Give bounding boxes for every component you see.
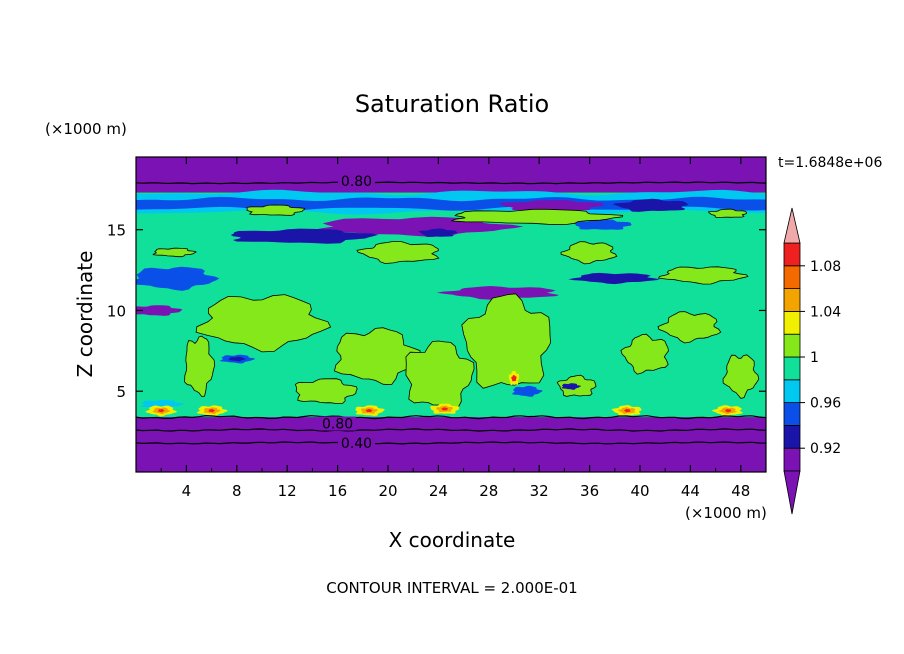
contour-line-080-bottom <box>136 428 766 432</box>
colorbar-tick-label: 1 <box>810 350 819 366</box>
contour-line-080-top <box>136 181 766 185</box>
x-tick-label: 40 <box>630 482 649 500</box>
field-layer <box>136 417 766 472</box>
upper-blue-band <box>136 196 766 211</box>
lime-patch <box>152 247 197 258</box>
chart-title: Saturation Ratio <box>355 90 549 118</box>
x-tick-label: 8 <box>232 482 242 500</box>
x-tick-label: 16 <box>328 482 347 500</box>
contour-labels: 0.80 0.80 0.40 <box>319 174 376 452</box>
contour-interval-note: CONTOUR INTERVAL = 2.000E-01 <box>326 579 577 597</box>
colorbar-segment <box>783 333 801 358</box>
colorbar-tick-label: 0.92 <box>810 441 841 457</box>
lime-region <box>620 333 669 375</box>
colorbar-segment <box>783 402 801 426</box>
x-tick-label: 44 <box>681 482 700 500</box>
contour-label: 0.40 <box>341 436 372 452</box>
contour-line-040 <box>136 441 766 445</box>
lime-patch <box>356 241 440 264</box>
colorbar-segment <box>783 288 801 312</box>
colorbar-tick-label: 1.08 <box>810 259 841 275</box>
lime-region <box>657 311 722 344</box>
x-tick-label: 24 <box>429 482 448 500</box>
upper-streak <box>436 286 559 300</box>
blue-pocket <box>561 383 581 390</box>
y-tick-label: 15 <box>107 222 126 240</box>
lime-region <box>722 354 760 399</box>
colorbar-segment <box>783 265 801 289</box>
x-tick-label: 4 <box>182 482 192 500</box>
upper-streak <box>418 228 458 237</box>
colorbar-over-arrow <box>783 207 801 244</box>
contour-line-surface <box>136 414 766 420</box>
contour-label-bg <box>319 416 357 431</box>
colorbar-under-arrow <box>783 470 801 515</box>
colorbar-segment <box>783 310 801 335</box>
lime-region <box>184 335 216 397</box>
x-tick-label: 48 <box>731 482 750 500</box>
surface-spot <box>441 407 448 411</box>
field-layer <box>136 157 766 193</box>
colorbar-segment <box>783 242 801 267</box>
upper-streak <box>499 200 605 211</box>
colorbar-segment <box>783 379 801 403</box>
contour-label-bg <box>337 174 376 189</box>
colorbar-segment <box>783 424 801 449</box>
x-tick-label: 36 <box>580 482 599 500</box>
surface-spot <box>511 375 517 382</box>
x-tick-label: 32 <box>530 482 549 500</box>
y-tick-label: 10 <box>107 302 126 320</box>
lime-region <box>461 293 552 389</box>
x-unit-label: (×1000 m) <box>685 504 767 522</box>
y-axis-label: Z coordinate <box>73 251 97 378</box>
upper-streak <box>230 228 379 244</box>
lime-patch <box>246 204 306 216</box>
colorbar: 0.92 0.96 1 1.04 1.08 <box>783 207 841 515</box>
upper-streak <box>568 272 660 285</box>
x-tick-label: 12 <box>278 482 297 500</box>
x-tick-label: 28 <box>479 482 498 500</box>
contour-field <box>136 157 766 472</box>
time-label: t=1.6848e+06 <box>778 155 882 171</box>
lime-patch <box>657 266 749 285</box>
contour-label-bg <box>337 435 376 450</box>
x-axis-label: X coordinate <box>389 528 516 552</box>
contour-label: 0.80 <box>341 174 372 190</box>
lime-region <box>294 378 358 404</box>
contour-label: 0.80 <box>322 417 353 433</box>
upper-streak <box>572 219 632 230</box>
colorbar-segment <box>783 447 801 472</box>
surface-spot <box>724 409 732 413</box>
lime-patch <box>560 241 618 265</box>
y-unit-label: (×1000 m) <box>45 120 127 138</box>
lime-region <box>334 327 422 386</box>
y-tick-label: 5 <box>116 383 126 401</box>
lime-region <box>195 294 332 353</box>
surface-spot <box>157 409 165 413</box>
upper-streak <box>612 198 689 212</box>
lime-patch <box>707 208 747 219</box>
colorbar-tick-label: 0.96 <box>810 396 841 412</box>
lime-patch <box>451 208 624 226</box>
blue-pocket <box>512 385 543 397</box>
surface-spot <box>623 408 631 413</box>
plot-frame <box>135 156 767 473</box>
blue-pocket <box>140 399 184 409</box>
upper-streak <box>136 305 183 316</box>
colorbar-segment <box>783 356 801 381</box>
surface-spot <box>366 409 373 413</box>
x-tick-label: 20 <box>378 482 397 500</box>
surface-spot <box>208 409 215 413</box>
colorbar-tick-label: 1.04 <box>810 304 841 320</box>
upper-streak <box>136 266 220 291</box>
blue-pocket <box>228 356 246 362</box>
